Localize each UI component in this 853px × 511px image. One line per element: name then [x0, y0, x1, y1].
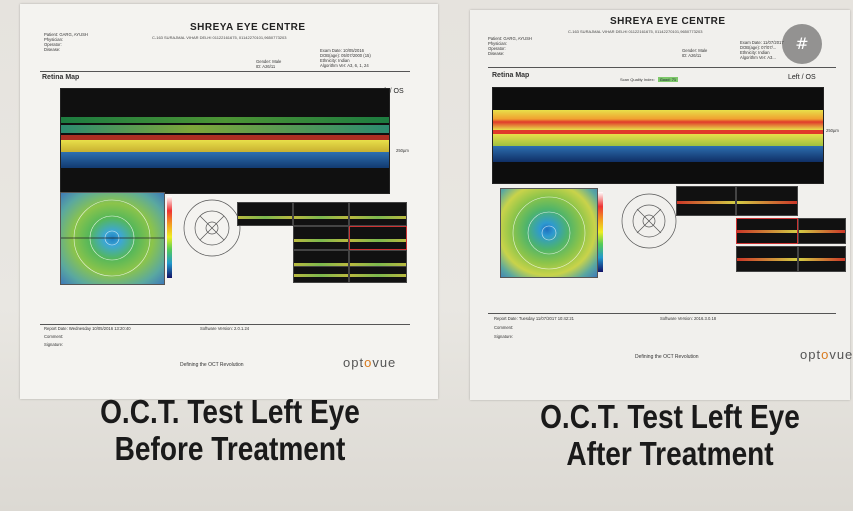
left-signature: Signature:: [44, 342, 64, 347]
right-thumb-scan: [736, 246, 798, 272]
left-thumb-scan: [293, 266, 349, 283]
left-id: ID: A26/11: [256, 64, 276, 69]
left-dob: DOB(age): 05/07/2000 (15): [320, 53, 371, 58]
right-optovue-logo: optovue: [800, 347, 853, 362]
left-thumb-scan: [349, 266, 407, 283]
right-algorithm: Algorithm Ver: A3...: [740, 55, 776, 60]
left-thumb-scan: [349, 226, 407, 250]
left-sector-chart: [183, 199, 241, 257]
left-bscan-layer: [61, 135, 389, 140]
right-bscan-layer: [493, 134, 823, 146]
left-tagline: Defining the OCT Revolution: [180, 362, 244, 368]
right-bscan-layer: [493, 110, 823, 130]
right-tagline: Defining the OCT Revolution: [635, 354, 699, 360]
left-logo-part: opt: [343, 355, 365, 370]
left-header-rule: [40, 71, 410, 72]
left-footer-rule: [40, 324, 410, 325]
right-gender: Gender: Male: [682, 48, 708, 53]
left-clinic-address: C-163 SURAJMAL VIHAR DELHI 01122161675, …: [152, 35, 287, 40]
left-caption-line1: O.C.T. Test Left Eye: [100, 393, 360, 430]
right-thumb-scan: [798, 218, 846, 244]
left-color-scale: [167, 196, 172, 278]
left-caption-line2: Before Treatment: [114, 430, 346, 467]
right-signature: Signature:: [494, 334, 514, 339]
left-etdrs-grid-overlay: [61, 199, 164, 277]
right-eye-label: Left / OS: [788, 74, 816, 81]
left-clinic-name: SHREYA EYE CENTRE: [190, 22, 306, 33]
left-exam-date: Exam Date: 10/05/2016: [320, 48, 364, 53]
right-id: ID: A26/11: [682, 53, 702, 58]
left-optovue-logo: optovue: [343, 355, 396, 370]
left-software-version: Software Version: 2.0.1.24: [200, 326, 250, 331]
right-thumb-scan: [736, 218, 798, 244]
left-logo-accent: o: [364, 355, 373, 370]
left-gender: Gender: Male: [256, 59, 282, 64]
left-thumb-scan: [237, 202, 293, 226]
right-caption-line2: After Treatment: [566, 435, 774, 472]
right-disease: Disease:: [488, 51, 505, 56]
right-caption: O.C.T. Test Left Eye After Treatment: [509, 398, 832, 472]
left-bscan-layer: [61, 140, 389, 152]
right-scan-quality-value: Good: 71: [657, 77, 679, 82]
right-scan-quality: Scan Quality Index: Good: 71: [620, 77, 679, 82]
right-clinic-address: C-163 SURAJMAL VIHAR DELHI 01122161675, …: [568, 29, 703, 34]
left-disease: Disease:: [44, 47, 61, 52]
left-report-sheet: SHREYA EYE CENTRE C-163 SURAJMAL VIHAR D…: [20, 4, 438, 399]
right-caption-line1: O.C.T. Test Left Eye: [540, 398, 800, 435]
right-logo-part: opt: [800, 347, 822, 362]
right-etdrs-grid-overlay: [512, 196, 586, 270]
right-section-title: Retina Map: [492, 72, 530, 79]
right-exam-date: Exam Date: 11/07/2017: [740, 40, 784, 45]
left-bscan-layer: [61, 152, 389, 168]
left-thumb-scan: [293, 202, 349, 226]
right-operator: Operator:: [488, 46, 506, 51]
hash-icon[interactable]: #: [782, 24, 822, 64]
left-patient: Patient: GARG, AYUSH: [44, 32, 88, 37]
left-bscan-layer: [61, 125, 389, 133]
right-sector-chart: [621, 193, 677, 249]
right-logo-part: vue: [829, 347, 853, 362]
right-scale-label: 250µm: [826, 128, 839, 133]
right-thickness-map: [500, 188, 598, 278]
right-thumb-scan: [736, 186, 798, 216]
right-scan-quality-label: Scan Quality Index:: [620, 77, 655, 82]
left-section-title: Retina Map: [42, 74, 80, 81]
left-bscan-image: [60, 88, 390, 194]
left-thumb-scan: [293, 226, 349, 250]
right-logo-accent: o: [821, 347, 830, 362]
right-software-version: Software Version: 2016.3.0.18: [660, 316, 717, 321]
left-thumb-scan: [349, 202, 407, 226]
left-thickness-map: [60, 192, 165, 285]
right-report-date: Report Date: Tuesday 11/07/2017 10:42:21: [494, 316, 575, 321]
right-report-sheet: SHREYA EYE CENTRE C-163 SURAJMAL VIHAR D…: [470, 10, 853, 400]
left-ethnicity: Ethnicity: Indian: [320, 58, 350, 63]
right-footer-rule: [488, 313, 836, 314]
right-bscan-layer: [493, 146, 823, 162]
left-report-date: Report Date: Wednesday 10/05/2016 13:20:…: [44, 326, 131, 331]
right-patient: Patient: GARG, AYUSH: [488, 36, 532, 41]
right-color-scale: [598, 192, 603, 272]
right-clinic-name: SHREYA EYE CENTRE: [610, 16, 726, 27]
right-bscan-image: [492, 87, 824, 184]
right-thumb-scan: [676, 186, 736, 216]
left-scale-label: 250µm: [396, 148, 409, 153]
left-comment: Comment:: [44, 334, 64, 339]
right-dob: DOB(age): 07/07/...: [740, 45, 777, 50]
left-logo-part: vue: [372, 355, 397, 370]
left-caption: O.C.T. Test Left Eye Before Treatment: [69, 393, 392, 467]
left-operator: Operator:: [44, 42, 62, 47]
left-bscan-layer: [61, 117, 389, 123]
right-physician: Physician:: [488, 41, 508, 46]
right-bscan-layer: [493, 130, 823, 134]
left-physician: Physician:: [44, 37, 64, 42]
left-algorithm: Algorithm Ver: A3, 6, 1, 24: [320, 63, 369, 68]
right-thumb-scan: [798, 246, 846, 272]
right-header-rule: [488, 67, 836, 68]
right-comment: Comment:: [494, 325, 514, 330]
right-ethnicity: Ethnicity: Indian: [740, 50, 770, 55]
